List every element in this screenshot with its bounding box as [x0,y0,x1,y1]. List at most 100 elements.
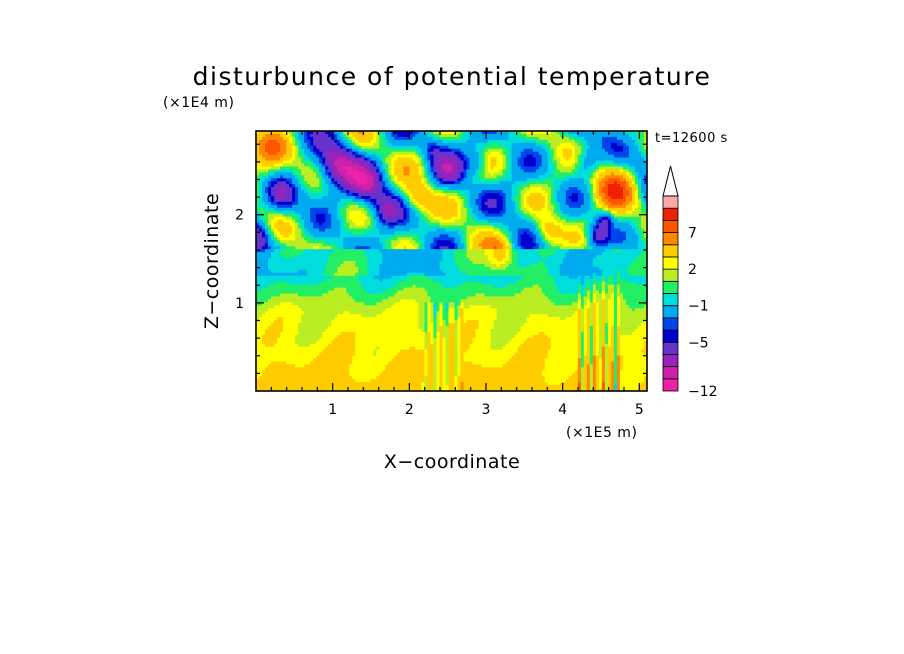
heatmap-cell [289,160,293,165]
heatmap-cell [631,178,636,182]
heatmap-cell [457,216,462,221]
heatmap-cell [478,210,483,215]
heatmap-cell [565,196,570,200]
heatmap-cell [358,154,362,159]
heatmap-cell [361,148,365,153]
heatmap-cell [337,178,341,182]
heatmap-cell [325,181,329,185]
heatmap-cell [643,216,647,221]
heatmap-cell [412,219,417,224]
heatmap-cell [508,213,513,218]
heatmap-cell [343,210,347,215]
heatmap-cell [442,187,447,191]
heatmap-cell [394,216,398,221]
heatmap-cell [550,169,555,173]
heatmap-cell [595,204,600,209]
heatmap-cell [538,142,543,147]
heatmap-cell [331,142,335,147]
heatmap-cell [583,139,588,144]
heatmap-cell [274,151,278,156]
heatmap-cell [622,148,627,153]
heatmap-cell [289,181,293,185]
heatmap-cell [361,187,365,191]
heatmap-cell [427,133,432,138]
heatmap-cell [421,145,426,150]
heatmap-cell [313,151,317,156]
heatmap-cell [565,169,570,173]
heatmap-cell [580,207,585,212]
heatmap-cell [472,139,477,144]
heatmap-cell [622,181,627,185]
heatmap-cell [592,151,597,156]
heatmap-cell [532,136,537,141]
heatmap-cell [370,133,374,138]
heatmap-cell [412,175,417,179]
heatmap-cell [295,207,299,212]
heatmap-cell [388,166,392,170]
heatmap-cell [265,216,269,221]
heatmap-cell [343,145,347,150]
heatmap-cell [283,169,287,173]
heatmap-cell [640,201,645,206]
heatmap-cell [505,201,510,206]
heatmap-cell [478,213,483,218]
heatmap-cell [541,136,546,141]
heatmap-cell [616,163,621,168]
heatmap-cell [379,142,383,147]
heatmap-cell [346,187,350,191]
heatmap-cell [580,139,585,144]
heatmap-cell [625,151,630,156]
heatmap-cell [412,163,417,168]
heatmap-cell [511,190,516,194]
heatmap-cell [451,166,456,170]
heatmap-cell [463,145,468,150]
heatmap-cell [553,145,558,150]
heatmap-cell [622,190,627,194]
heatmap-cell [286,201,290,206]
heatmap-cell [388,178,392,182]
heatmap-cell [559,216,564,221]
heatmap-cell [454,145,459,150]
heatmap-cell [613,216,618,221]
heatmap-cell [559,145,564,150]
heatmap-cell [562,196,567,200]
heatmap-cell [265,142,269,147]
heatmap-cell [556,163,561,168]
heatmap-cell [628,142,633,147]
heatmap-cell [379,210,383,215]
heatmap-cell [271,207,275,212]
heatmap-cell [358,151,362,156]
heatmap-cell [265,213,269,218]
heatmap-cell [601,210,606,215]
heatmap-cell [268,210,272,215]
heatmap-cell [349,196,353,200]
heatmap-cell [556,201,561,206]
heatmap-cell [634,196,639,200]
heatmap-cell [433,196,438,200]
heatmap-cell [370,166,374,170]
heatmap-cell [334,193,338,197]
heatmap-cell [592,163,597,168]
heatmap-cell [541,193,546,197]
heatmap-cell [319,157,323,162]
heatmap-cell [364,133,368,138]
heatmap-cell [502,154,507,159]
heatmap-cell [472,163,477,168]
heatmap-cell [496,178,501,182]
heatmap-cell [598,157,603,162]
heatmap-cell [355,133,359,138]
heatmap-cell [409,169,413,173]
heatmap-cell [304,157,308,162]
heatmap-cell [409,210,413,215]
heatmap-cell [337,193,341,197]
heatmap-cell [445,166,450,170]
heatmap-cell [601,178,606,182]
heatmap-cell [286,210,290,215]
heatmap-cell [442,193,447,197]
heatmap-cell [445,196,450,200]
heatmap-cell [448,204,453,209]
heatmap-cell [571,151,576,156]
heatmap-cell [397,151,401,156]
heatmap-cell [451,142,456,147]
heatmap-cell [343,204,347,209]
